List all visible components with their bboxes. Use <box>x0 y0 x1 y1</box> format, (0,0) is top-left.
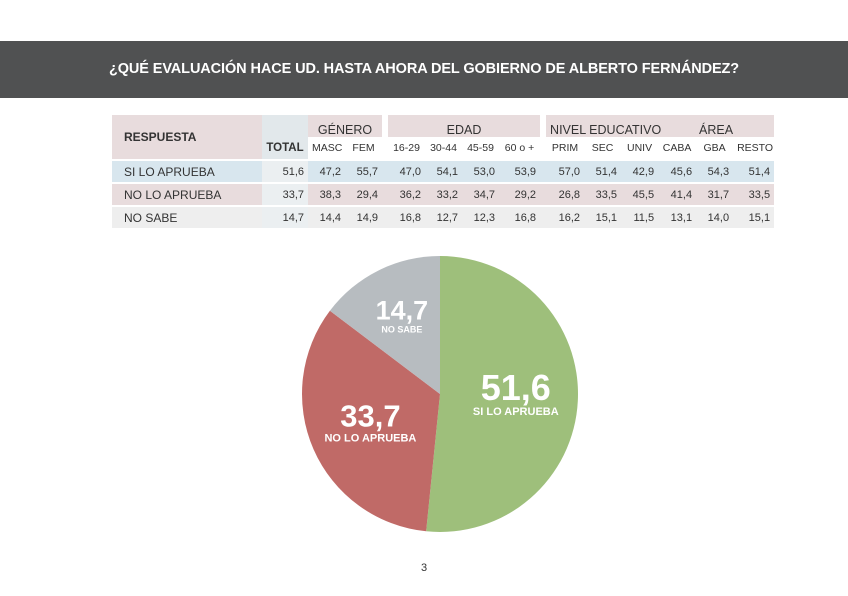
pie-slice <box>329 256 440 394</box>
pie-slice <box>301 310 440 532</box>
slice-value-label: 51,6 <box>481 367 551 408</box>
column-header: FEM <box>345 137 382 159</box>
column-header: 45-59 <box>462 137 499 159</box>
table-cell: 54,1 <box>425 159 462 182</box>
group-header-area: ÁREA <box>658 115 775 137</box>
slice-category-label: NO SABE <box>381 324 422 334</box>
table-cell: 53,0 <box>462 159 499 182</box>
table-cell-total: 14,7 <box>262 205 308 228</box>
row-label: NO SABE <box>112 205 262 228</box>
slice-value-label: 14,7 <box>376 295 429 325</box>
column-header: CABA <box>658 137 697 159</box>
slice-category-label: NO LO APRUEBA <box>324 432 416 444</box>
row-label: SI LO APRUEBA <box>112 159 262 182</box>
table-cell: 41,4 <box>658 182 697 205</box>
row-label: NO LO APRUEBA <box>112 182 262 205</box>
table-cell: 16,8 <box>499 205 541 228</box>
table-cell-total: 33,7 <box>262 182 308 205</box>
table-row: SI LO APRUEBA 51,6 47,2 55,7 47,0 54,1 53,0 53,… <box>112 159 775 182</box>
table-cell: 55,7 <box>345 159 382 182</box>
total-header-spacer <box>262 115 308 137</box>
table-cell: 54,3 <box>696 159 734 182</box>
column-header: SEC <box>584 137 622 159</box>
table-cell: 38,3 <box>308 182 345 205</box>
table-cell: 12,3 <box>462 205 499 228</box>
table-cell: 14,4 <box>308 205 345 228</box>
column-header-total: TOTAL <box>262 137 308 159</box>
slice-category-label: SI LO APRUEBA <box>473 406 559 418</box>
table-row: NO LO APRUEBA 33,7 38,3 29,4 36,2 33,2 34,7 29,… <box>112 182 775 205</box>
column-header: 60 o + <box>499 137 541 159</box>
table-cell: 51,4 <box>733 159 775 182</box>
table-cell: 16,8 <box>388 205 425 228</box>
group-header-education: NIVEL EDUCATIVO <box>546 115 661 137</box>
table-cell: 29,2 <box>499 182 541 205</box>
slice-value-label: 33,7 <box>340 398 400 433</box>
table-cell: 12,7 <box>425 205 462 228</box>
column-header: UNIV <box>621 137 659 159</box>
table-cell: 53,9 <box>499 159 541 182</box>
table-cell: 57,0 <box>546 159 585 182</box>
table-row: NO SABE 14,7 14,4 14,9 16,8 12,7 12,3 16,8 16,2 1… <box>112 205 775 228</box>
column-header: 30-44 <box>425 137 462 159</box>
column-header: GBA <box>696 137 734 159</box>
table-cell: 15,1 <box>584 205 622 228</box>
table-cell: 15,1 <box>733 205 775 228</box>
table-cell: 34,7 <box>462 182 499 205</box>
table-cell: 33,5 <box>733 182 775 205</box>
group-header-age: EDAD <box>388 115 541 137</box>
table-cell: 11,5 <box>621 205 659 228</box>
table-cell: 14,9 <box>345 205 382 228</box>
title-banner: ¿QUÉ EVALUACIÓN HACE UD. HASTA AHORA DEL… <box>0 41 848 98</box>
crosstab-table: RESPUESTA GÉNERO EDAD NIVEL EDUCATIVO ÁR… <box>112 115 775 228</box>
table-cell: 33,2 <box>425 182 462 205</box>
table-cell: 45,6 <box>658 159 697 182</box>
table-cell-total: 51,6 <box>262 159 308 182</box>
table-cell: 16,2 <box>546 205 585 228</box>
table-cell: 13,1 <box>658 205 697 228</box>
column-header: RESTO <box>733 137 775 159</box>
table-cell: 47,2 <box>308 159 345 182</box>
table-cell: 47,0 <box>388 159 425 182</box>
column-header: PRIM <box>546 137 585 159</box>
column-header: 16-29 <box>388 137 425 159</box>
table-cell: 33,5 <box>584 182 622 205</box>
table-cell: 14,0 <box>696 205 734 228</box>
pie-chart: 51,6 SI LO APRUEBA 33,7 NO LO APRUEBA 14,7 NO… <box>290 246 590 546</box>
table-cell: 29,4 <box>345 182 382 205</box>
table-cell: 36,2 <box>388 182 425 205</box>
pie-chart-svg: 51,6SI LO APRUEBA 33,7NO LO APRUEBA 14,7NO… <box>301 256 578 532</box>
pie-slice <box>426 256 578 532</box>
table-cell: 31,7 <box>696 182 734 205</box>
table-cell: 26,8 <box>546 182 585 205</box>
response-column-header: RESPUESTA <box>112 115 262 159</box>
column-header: MASC <box>308 137 345 159</box>
table-cell: 42,9 <box>621 159 659 182</box>
table-cell: 45,5 <box>621 182 659 205</box>
page-number: 3 <box>420 562 428 574</box>
page-title: ¿QUÉ EVALUACIÓN HACE UD. HASTA AHORA DEL… <box>108 61 740 77</box>
table-cell: 51,4 <box>584 159 622 182</box>
group-header-gender: GÉNERO <box>308 115 382 137</box>
